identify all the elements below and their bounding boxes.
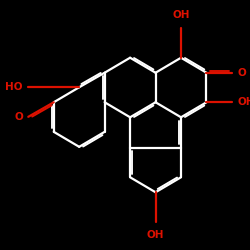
Text: O: O	[14, 112, 23, 122]
Text: OH: OH	[147, 230, 164, 239]
Text: OH: OH	[172, 10, 190, 20]
Text: HO: HO	[5, 82, 23, 92]
Text: O: O	[237, 68, 246, 78]
Text: OH: OH	[237, 97, 250, 107]
